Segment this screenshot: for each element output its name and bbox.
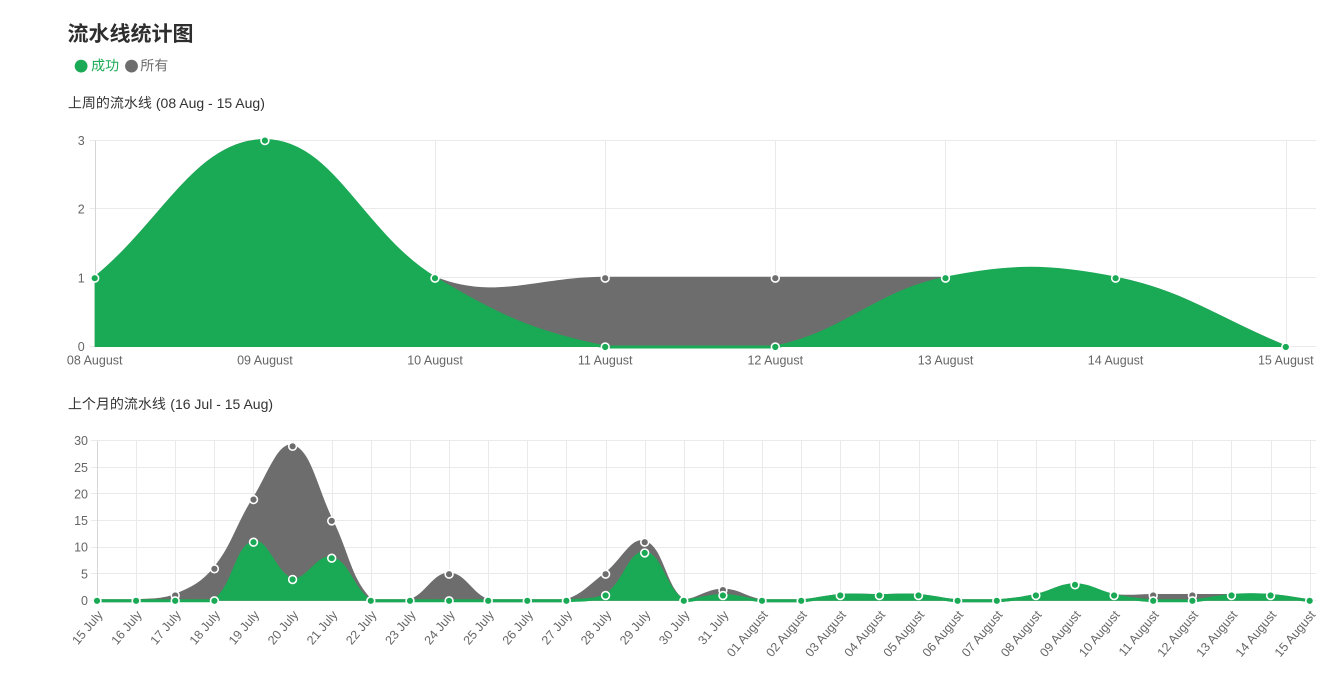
- svg-text:3: 3: [78, 134, 85, 148]
- svg-text:15 August: 15 August: [1258, 354, 1314, 368]
- svg-text:30: 30: [74, 434, 88, 448]
- svg-text:1: 1: [78, 271, 85, 285]
- svg-text:13 August: 13 August: [918, 354, 974, 368]
- svg-text:11 August: 11 August: [578, 354, 633, 368]
- svg-text:08 August: 08 August: [67, 354, 123, 368]
- svg-text:15: 15: [74, 514, 88, 528]
- svg-text:10 August: 10 August: [407, 354, 463, 368]
- svg-text:20: 20: [74, 488, 88, 502]
- svg-text:09 August: 09 August: [237, 354, 293, 368]
- svg-text:14 August: 14 August: [1088, 354, 1144, 368]
- svg-text:(08 Aug - 15 Aug): (08 Aug - 15 Aug): [156, 95, 265, 111]
- svg-text:5: 5: [81, 567, 88, 581]
- svg-text:2: 2: [78, 203, 85, 217]
- svg-text:0: 0: [81, 594, 88, 608]
- svg-text:10: 10: [74, 541, 88, 555]
- svg-text:12 August: 12 August: [747, 354, 803, 368]
- svg-text:25: 25: [74, 461, 88, 475]
- svg-text:0: 0: [78, 340, 85, 354]
- svg-text:(16 Jul - 15 Aug): (16 Jul - 15 Aug): [170, 396, 273, 412]
